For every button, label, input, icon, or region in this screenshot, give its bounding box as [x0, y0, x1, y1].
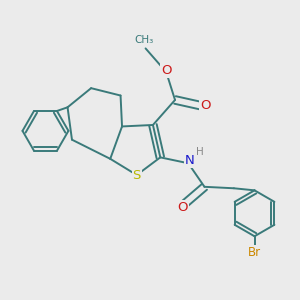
Text: S: S: [133, 169, 141, 182]
Text: O: O: [161, 64, 171, 77]
Text: N: N: [185, 154, 195, 167]
Text: CH₃: CH₃: [134, 35, 154, 45]
Text: O: O: [200, 99, 210, 112]
Text: H: H: [196, 147, 203, 157]
Text: Br: Br: [248, 246, 261, 259]
Text: O: O: [177, 201, 188, 214]
